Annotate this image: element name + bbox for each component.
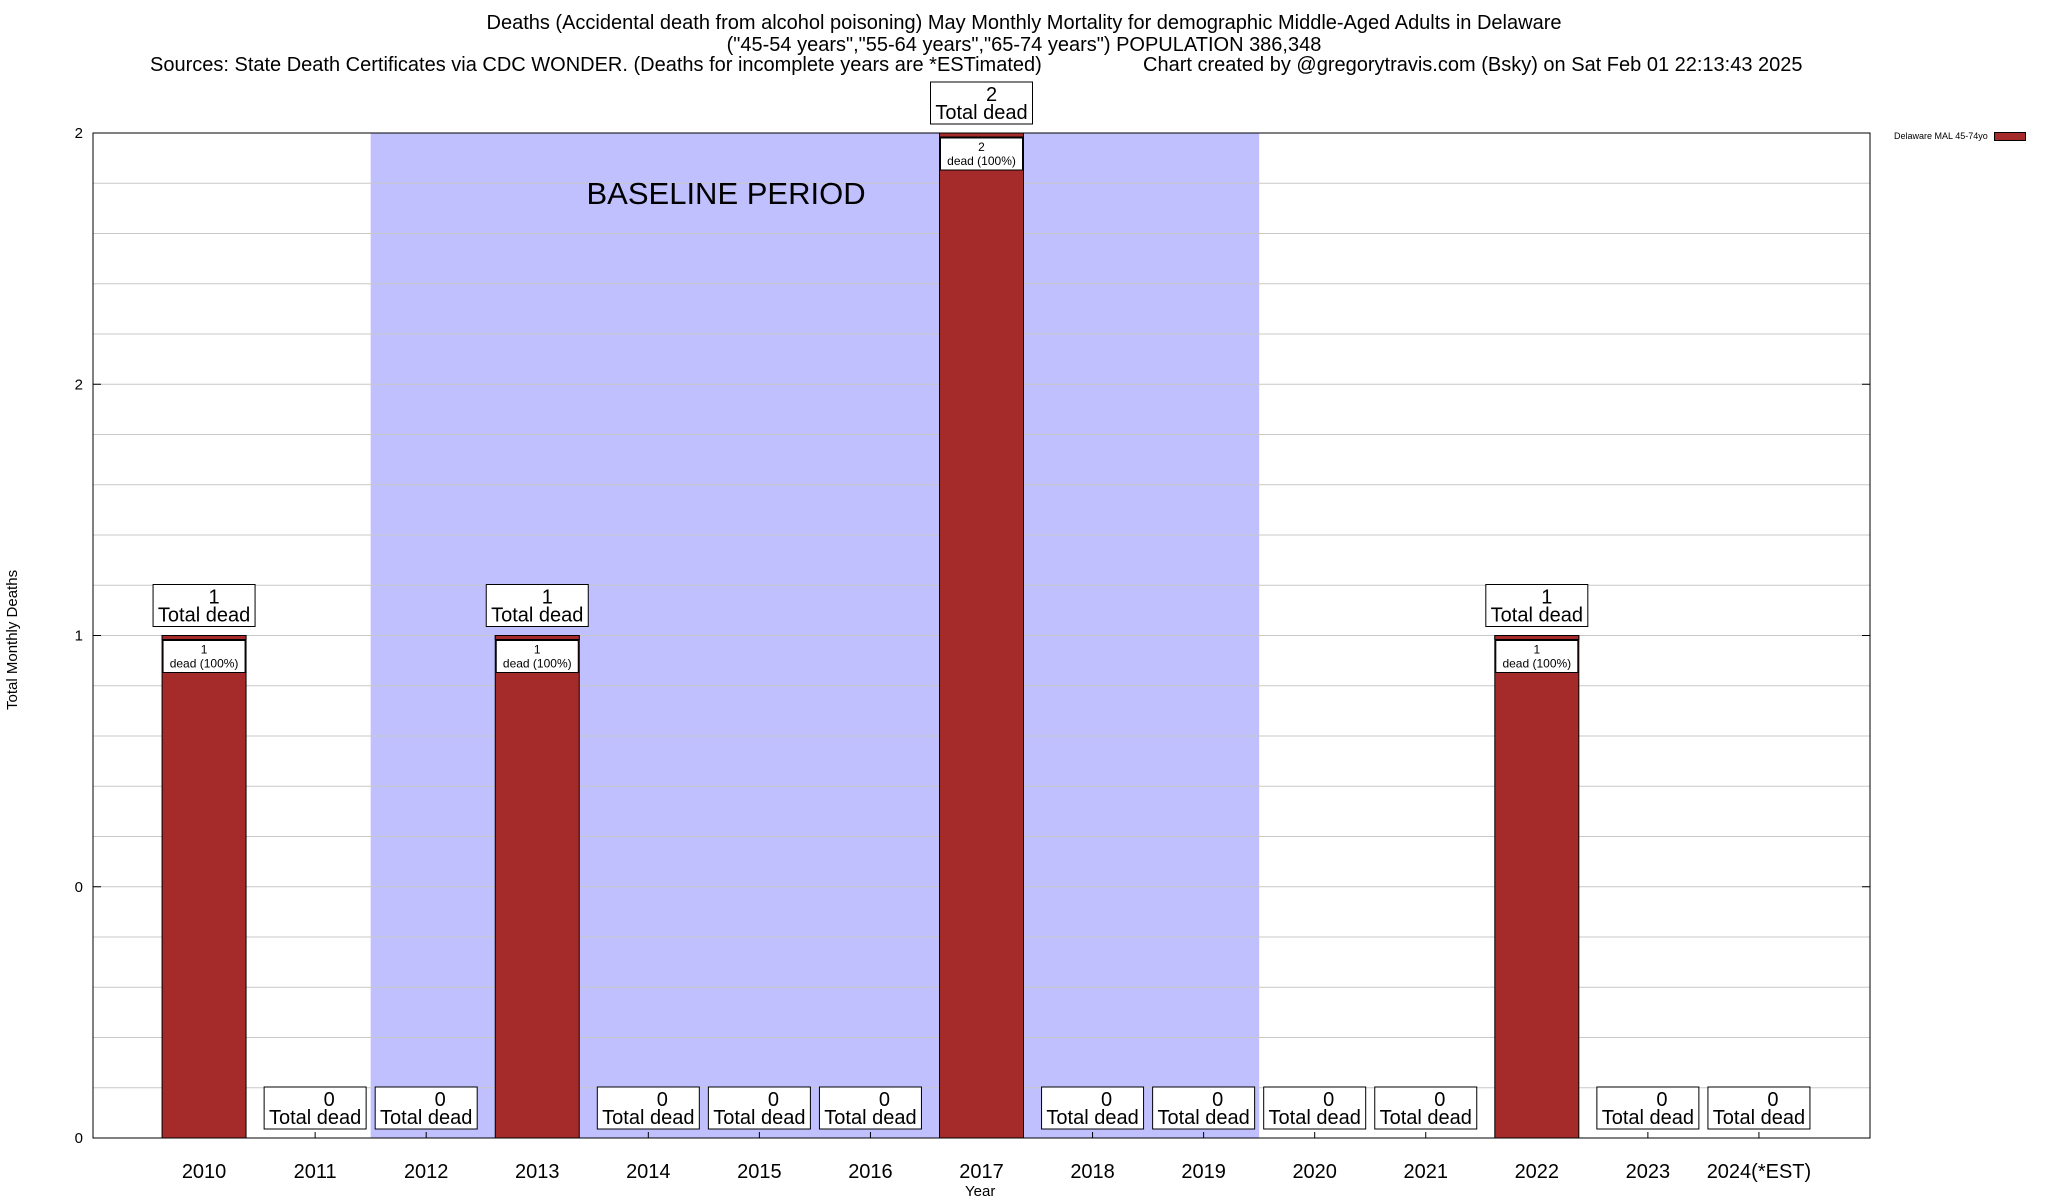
bar <box>939 132 1024 1139</box>
segment-label-text: dead (100%) <box>1502 657 1571 671</box>
chart-sources: Sources: State Death Certificates via CD… <box>150 54 1042 76</box>
total-label-value: 0 <box>657 1089 668 1111</box>
total-label-value: 0 <box>1767 1089 1778 1111</box>
segment-label-value: 1 <box>201 643 208 657</box>
x-tick-label: 2011 <box>294 1161 337 1183</box>
total-label-box <box>374 1086 478 1130</box>
total-label-box <box>930 81 1033 125</box>
total-label-box <box>263 1086 367 1130</box>
legend-label: Delaware MAL 45-74yo <box>1894 131 1988 141</box>
total-label-box <box>1485 584 1589 627</box>
x-tick-label: 2021 <box>1404 1161 1449 1183</box>
x-tick-label: 2014 <box>626 1161 671 1183</box>
bar-top-segment <box>161 635 247 640</box>
total-label-text: Total dead <box>935 102 1027 124</box>
y-tick-label: 1 <box>75 628 83 645</box>
total-label-box <box>1041 1086 1145 1130</box>
bar <box>1494 635 1580 1139</box>
bar-top-segment <box>1494 635 1580 640</box>
total-label-box <box>596 1086 700 1130</box>
y-tick-label: 0 <box>75 879 83 896</box>
total-label-text: Total dead <box>380 1107 472 1129</box>
chart-credit: Chart created by @gregorytravis.com (Bsk… <box>1143 54 1803 76</box>
total-label-value: 0 <box>1656 1089 1667 1111</box>
segment-label-text: dead (100%) <box>503 657 572 671</box>
total-label-value: 0 <box>879 1089 890 1111</box>
x-tick-label: 2013 <box>515 1161 560 1183</box>
total-label-value: 0 <box>324 1089 335 1111</box>
total-label-box <box>485 584 589 627</box>
total-label-box <box>1152 1086 1256 1130</box>
total-label-value: 1 <box>209 587 220 609</box>
x-tick-label: 2023 <box>1626 1161 1671 1183</box>
total-label-box <box>1263 1086 1367 1130</box>
total-label-text: Total dead <box>602 1107 694 1129</box>
total-label-box <box>818 1086 922 1130</box>
bar-top-segment <box>494 635 580 640</box>
x-tick-label: 2024(*EST) <box>1707 1161 1812 1183</box>
total-label-text: Total dead <box>491 605 583 627</box>
total-label-text: Total dead <box>158 605 250 627</box>
segment-label-box <box>940 137 1023 171</box>
bar-top-segment <box>939 132 1024 138</box>
total-label-value: 1 <box>1541 587 1552 609</box>
total-label-text: Total dead <box>1380 1107 1472 1129</box>
x-tick-label: 2020 <box>1292 1161 1337 1183</box>
y-tick-label: 2 <box>75 376 83 393</box>
x-axis-label: Year <box>965 1183 996 1200</box>
legend: Delaware MAL 45-74yo <box>1894 131 2026 141</box>
bar <box>494 635 580 1139</box>
total-label-box <box>707 1086 811 1130</box>
total-label-text: Total dead <box>1491 605 1583 627</box>
x-tick-label: 2010 <box>182 1161 227 1183</box>
chart-title: Deaths (Accidental death from alcohol po… <box>486 12 1562 34</box>
total-label-box <box>1707 1086 1811 1130</box>
x-tick-label: 2015 <box>737 1161 782 1183</box>
segment-label-box <box>495 640 579 673</box>
total-label-value: 2 <box>986 84 997 106</box>
y-tick-label: 0 <box>75 1130 83 1147</box>
segment-label-box <box>162 640 246 673</box>
x-tick-label: 2022 <box>1515 1161 1560 1183</box>
x-tick-label: 2018 <box>1070 1161 1115 1183</box>
legend-swatch <box>1993 131 2026 141</box>
total-label-value: 0 <box>1434 1089 1445 1111</box>
total-label-box <box>1374 1086 1478 1130</box>
x-tick-label: 2019 <box>1181 1161 1226 1183</box>
segment-label-text: dead (100%) <box>170 657 239 671</box>
total-label-text: Total dead <box>1157 1107 1249 1129</box>
x-tick-label: 2017 <box>959 1161 1004 1183</box>
y-tick-label: 2 <box>75 125 83 142</box>
x-tick-label: 2012 <box>404 1161 449 1183</box>
total-label-value: 0 <box>768 1089 779 1111</box>
bar <box>161 635 247 1139</box>
segment-label-value: 2 <box>978 140 985 154</box>
x-tick-label: 2016 <box>848 1161 893 1183</box>
total-label-text: Total dead <box>1713 1107 1805 1129</box>
total-label-value: 1 <box>542 587 553 609</box>
total-label-box <box>152 584 256 627</box>
segment-label-text: dead (100%) <box>947 154 1016 168</box>
total-label-text: Total dead <box>824 1107 916 1129</box>
segment-label-value: 1 <box>534 643 541 657</box>
total-label-text: Total dead <box>713 1107 805 1129</box>
total-label-text: Total dead <box>1046 1107 1138 1129</box>
total-label-value: 0 <box>1323 1089 1334 1111</box>
total-label-value: 0 <box>1212 1089 1223 1111</box>
total-label-text: Total dead <box>1269 1107 1361 1129</box>
total-label-text: Total dead <box>269 1107 361 1129</box>
segment-label-box <box>1495 640 1579 673</box>
total-label-box <box>1596 1086 1700 1130</box>
total-label-value: 0 <box>435 1089 446 1111</box>
total-label-text: Total dead <box>1602 1107 1694 1129</box>
baseline-period-label: BASELINE PERIOD <box>587 176 866 211</box>
chart-subtitle: ("45-54 years","55-64 years","65-74 year… <box>726 34 1322 56</box>
total-label-value: 0 <box>1101 1089 1112 1111</box>
segment-label-value: 1 <box>1533 643 1540 657</box>
